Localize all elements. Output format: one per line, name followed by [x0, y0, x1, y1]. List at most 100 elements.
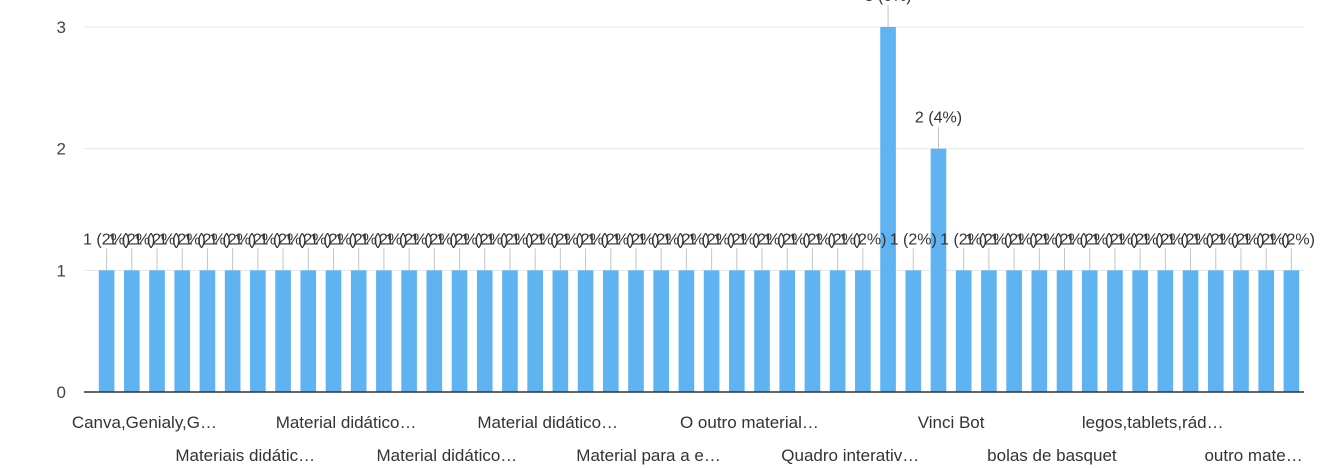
bar	[224, 270, 241, 392]
bar	[376, 270, 392, 392]
data-label: 1 (2%)	[1243, 231, 1290, 248]
bar	[1031, 270, 1048, 392]
y-tick-label: 1	[57, 261, 66, 280]
data-label: 1 (2%)	[638, 231, 685, 248]
data-label: 1 (2%)	[1066, 231, 1113, 248]
data-label: 1 (2%)	[965, 231, 1012, 248]
data-label: 1 (2%)	[486, 231, 533, 248]
data-label: 1 (2%)	[991, 231, 1038, 248]
data-label: 1 (2%)	[184, 231, 231, 248]
data-label: 1 (2%)	[1167, 231, 1214, 248]
x-category-label: bolas de basquet	[987, 446, 1117, 465]
data-label: 1 (2%)	[1142, 231, 1189, 248]
x-category-label: Material didático…	[477, 413, 618, 432]
data-label: 1 (2%)	[159, 231, 206, 248]
data-label: 1 (2%)	[310, 231, 357, 248]
bar	[1207, 270, 1224, 392]
bar	[1081, 270, 1098, 392]
bars	[98, 27, 1300, 392]
bar	[678, 270, 695, 392]
bar	[426, 270, 443, 392]
data-label: 1 (2%)	[360, 231, 407, 248]
data-label: 1 (2%)	[1041, 231, 1088, 248]
data-label: 3 (6%)	[865, 0, 912, 5]
bar	[981, 270, 997, 392]
data-label: 1 (2%)	[436, 231, 483, 248]
bar	[1107, 270, 1123, 392]
data-label: 1 (2%)	[587, 231, 634, 248]
bar	[754, 270, 770, 392]
data-label: 1 (2%)	[789, 231, 836, 248]
data-label: 1 (2%)	[612, 231, 659, 248]
bar	[653, 270, 670, 392]
bar	[880, 27, 896, 392]
data-label: 1 (2%)	[814, 231, 861, 248]
bar	[930, 148, 947, 392]
data-label: 1 (2%)	[83, 231, 130, 248]
bar	[250, 270, 266, 392]
data-label: 1 (2%)	[209, 231, 256, 248]
data-label: 1 (2%)	[1091, 231, 1138, 248]
bar	[779, 270, 796, 392]
x-category-label: Material para a e…	[576, 446, 721, 465]
data-label: 1 (2%)	[537, 231, 584, 248]
data-label: 1 (2%)	[335, 231, 382, 248]
bar	[905, 270, 922, 392]
x-category-label: Quadro interativ…	[781, 446, 919, 465]
data-label: 1 (2%)	[688, 231, 735, 248]
bar	[325, 270, 342, 392]
x-category-label: Material didático…	[377, 446, 518, 465]
y-tick-label: 0	[57, 383, 66, 402]
bar	[1258, 270, 1275, 392]
x-category-label: outro mate…	[1204, 446, 1302, 465]
x-category-label: Canva,Genialy,G…	[72, 413, 217, 432]
data-label: 1 (2%)	[411, 231, 458, 248]
bar	[1283, 270, 1300, 392]
bar	[98, 270, 115, 392]
bar	[300, 270, 317, 392]
bar	[1182, 270, 1199, 392]
bar	[804, 270, 821, 392]
data-label: 1 (2%)	[386, 231, 433, 248]
bar	[149, 270, 165, 392]
bar	[350, 270, 367, 392]
bar	[552, 270, 569, 392]
data-label: 1 (2%)	[1217, 231, 1264, 248]
bar	[174, 270, 191, 392]
bar	[401, 270, 417, 392]
x-category-label: Material didático…	[276, 413, 417, 432]
data-label: 1 (2%)	[839, 231, 886, 248]
bar	[1006, 270, 1022, 392]
data-label: 1 (2%)	[764, 231, 811, 248]
x-category-label: Materiais didátic…	[175, 446, 315, 465]
bar	[527, 270, 543, 392]
bar	[628, 270, 644, 392]
data-label: 1 (2%)	[461, 231, 508, 248]
bar	[728, 270, 745, 392]
bar	[955, 270, 972, 392]
y-tick-label: 2	[57, 140, 66, 159]
bar	[502, 270, 518, 392]
bar	[275, 270, 291, 392]
bar	[1157, 270, 1174, 392]
data-label: 2 (4%)	[915, 110, 962, 127]
data-label: 1 (2%)	[562, 231, 609, 248]
bar	[1233, 270, 1249, 392]
bar	[855, 270, 871, 392]
data-label: 1 (2%)	[940, 231, 987, 248]
data-label: 1 (2%)	[260, 231, 307, 248]
data-label: 1 (2%)	[738, 231, 785, 248]
data-label: 1 (2%)	[108, 231, 155, 248]
bar	[703, 270, 720, 392]
bar	[199, 270, 216, 392]
data-label: 1 (2%)	[890, 231, 937, 248]
data-label: 1 (2%)	[133, 231, 180, 248]
bar	[829, 270, 846, 392]
data-labels: 1 (2%)1 (2%)1 (2%)1 (2%)1 (2%)1 (2%)1 (2…	[83, 0, 1315, 271]
bar	[451, 270, 468, 392]
data-label: 1 (2%)	[234, 231, 281, 248]
x-category-label: Vinci Bot	[918, 413, 985, 432]
bar	[123, 270, 140, 392]
bar	[602, 270, 619, 392]
